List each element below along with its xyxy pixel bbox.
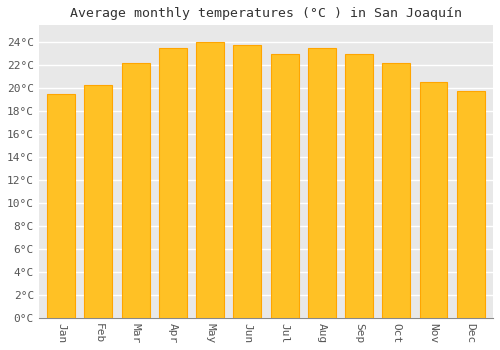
Bar [345,54,373,318]
Bar [270,54,298,318]
Bar [382,63,410,318]
Bar [196,42,224,318]
Bar [47,94,75,318]
Bar [457,91,484,318]
Bar [420,82,448,318]
Bar [159,48,187,318]
Title: Average monthly temperatures (°C ) in San Joaquín: Average monthly temperatures (°C ) in Sa… [70,7,462,20]
Bar [234,45,262,318]
Bar [308,48,336,318]
Bar [122,63,150,318]
Bar [84,85,112,318]
